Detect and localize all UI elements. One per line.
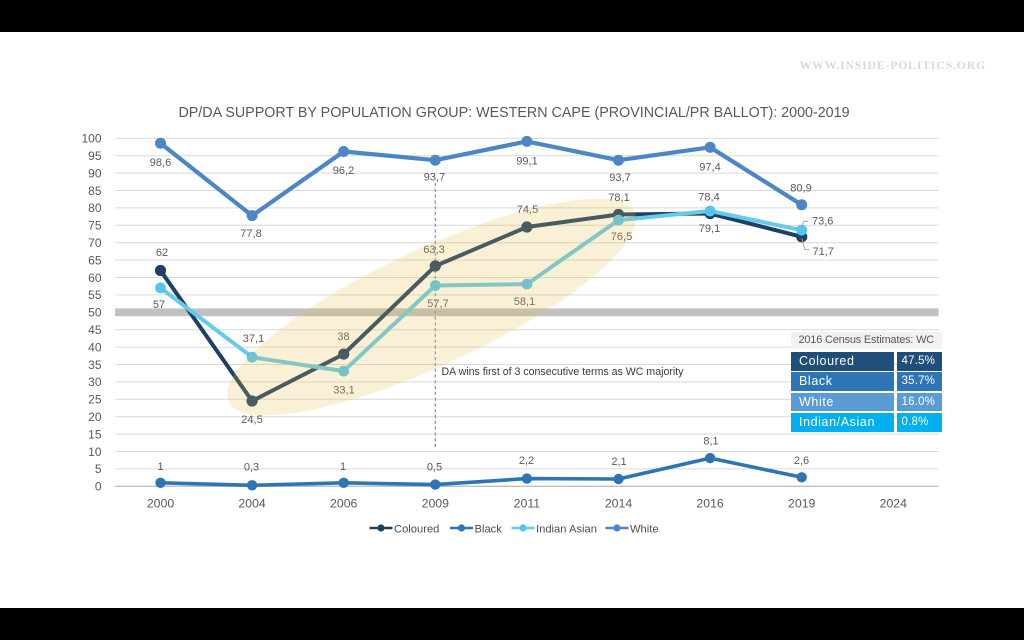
svg-text:78,1: 78,1 [608,192,629,204]
svg-text:90: 90 [88,166,102,180]
svg-text:2011: 2011 [514,497,541,511]
svg-text:2009: 2009 [422,497,450,511]
svg-text:White: White [630,523,659,535]
svg-text:57: 57 [153,299,165,311]
svg-text:2,2: 2,2 [519,455,534,467]
svg-text:1: 1 [340,461,346,473]
svg-text:15: 15 [88,427,102,441]
svg-text:8,1: 8,1 [703,436,718,448]
svg-text:38: 38 [337,331,349,343]
svg-text:2006: 2006 [330,497,358,511]
svg-text:40: 40 [88,340,102,354]
svg-text:98,6: 98,6 [150,157,171,169]
svg-text:2019: 2019 [788,497,816,511]
svg-text:10: 10 [88,445,102,459]
svg-text:0: 0 [95,480,102,494]
svg-text:58,1: 58,1 [514,296,535,308]
svg-text:50: 50 [88,306,102,320]
svg-text:45: 45 [88,323,102,337]
svg-text:2024: 2024 [880,497,908,511]
svg-text:5: 5 [95,462,102,476]
svg-text:70: 70 [88,236,102,250]
svg-text:2004: 2004 [238,497,266,511]
svg-text:96,2: 96,2 [333,165,354,177]
svg-text:2016: 2016 [696,497,724,511]
svg-text:2014: 2014 [605,497,633,511]
svg-text:78,4: 78,4 [698,192,719,204]
svg-text:77,8: 77,8 [240,228,261,240]
svg-text:33,1: 33,1 [333,385,354,397]
svg-text:Coloured: Coloured [394,523,439,535]
svg-text:60: 60 [88,271,102,285]
svg-text:Black: Black [475,523,503,535]
svg-text:63,3: 63,3 [423,244,444,256]
svg-text:97,4: 97,4 [699,162,720,174]
svg-text:62: 62 [156,247,168,259]
svg-text:80,9: 80,9 [790,182,811,194]
svg-text:93,7: 93,7 [609,172,630,184]
svg-text:24,5: 24,5 [241,414,262,426]
svg-text:2,6: 2,6 [794,455,809,467]
svg-text:0,5: 0,5 [427,462,442,474]
svg-text:2,1: 2,1 [611,456,626,468]
svg-text:55: 55 [88,288,102,302]
svg-text:99,1: 99,1 [516,156,537,168]
svg-text:80: 80 [88,201,102,215]
svg-text:73,6: 73,6 [812,216,833,228]
svg-text:85: 85 [88,184,102,198]
svg-text:71,7: 71,7 [813,246,834,258]
svg-text:76,5: 76,5 [611,231,632,243]
svg-text:57,7: 57,7 [427,298,448,310]
svg-text:20: 20 [88,410,102,424]
svg-text:Indian Asian: Indian Asian [536,523,597,535]
svg-text:79,1: 79,1 [699,223,720,235]
svg-text:75: 75 [88,219,102,233]
svg-text:2000: 2000 [147,497,175,511]
svg-text:74,5: 74,5 [517,204,538,216]
svg-text:65: 65 [88,253,102,267]
svg-text:35: 35 [88,358,102,372]
svg-text:DA wins first of 3 consecutive: DA wins first of 3 consecutive terms as … [442,366,685,378]
svg-text:93,7: 93,7 [424,172,445,184]
svg-text:0,3: 0,3 [244,462,259,474]
svg-text:100: 100 [81,132,101,146]
svg-text:30: 30 [88,375,102,389]
svg-text:37,1: 37,1 [243,333,264,345]
svg-text:95: 95 [88,149,102,163]
svg-text:25: 25 [88,393,102,407]
svg-text:1: 1 [157,461,163,473]
